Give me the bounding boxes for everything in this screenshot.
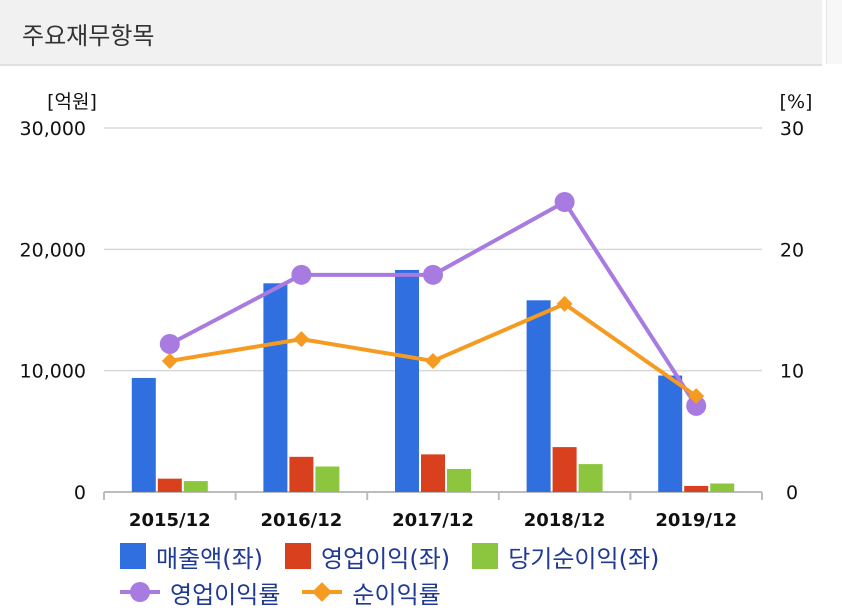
chart-legend: 매출액(좌) 영업이익(좌) 당기순이익(좌) 영업이익률 순이익률 — [120, 538, 820, 610]
series-line-3 — [168, 200, 698, 407]
x-tick-label-3: 2018/12 — [524, 510, 606, 531]
bar-s1-3 — [552, 447, 577, 492]
left-tick-label-2: 20,000 — [20, 239, 86, 261]
bar-s2-3 — [578, 464, 603, 492]
legend-row-bars: 매출액(좌) 영업이익(좌) 당기순이익(좌) — [120, 538, 820, 574]
left-tick-label-3: 30,000 — [20, 118, 86, 140]
bar-s1-0 — [157, 478, 182, 492]
bar-s0-2 — [395, 269, 419, 492]
left-tick-label-0: 0 — [74, 482, 86, 504]
section-title: 주요재무항목 — [22, 22, 155, 50]
bar-s2-4 — [710, 483, 735, 492]
legend-swatch-net-margin — [302, 579, 343, 605]
bar-s1-1 — [289, 456, 314, 492]
legend-item-operating-profit[interactable]: 영업이익(좌) — [285, 539, 450, 574]
x-tick-label-1: 2016/12 — [261, 510, 343, 531]
legend-swatch-operating-margin — [120, 579, 160, 605]
legend-swatch-net-income — [472, 543, 499, 569]
left-tick-label-1: 10,000 — [20, 361, 86, 383]
bar-s2-0 — [183, 481, 208, 492]
legend-item-revenue[interactable]: 매출액(좌) — [120, 539, 263, 574]
bar-s0-4 — [658, 375, 683, 492]
bar-s2-2 — [447, 468, 471, 492]
point-s3-0 — [159, 333, 180, 354]
legend-label-revenue: 매출액(좌) — [156, 544, 264, 573]
bar-s2-1 — [315, 466, 340, 492]
side-panel-edge — [826, 0, 842, 64]
legend-swatch-operating-profit — [285, 543, 312, 569]
point-s4-1 — [293, 331, 310, 348]
legend-label-net-income: 당기순이익(좌) — [508, 544, 660, 573]
right-axis-unit-label: [%] — [780, 91, 813, 113]
point-s4-2 — [425, 352, 441, 369]
point-s3-1 — [291, 264, 312, 285]
right-tick-label-1: 10 — [780, 361, 804, 383]
x-tick-label-2: 2017/12 — [392, 510, 474, 531]
right-tick-label-0: 0 — [786, 482, 798, 504]
bar-s1-2 — [421, 454, 445, 492]
legend-label-net-margin: 순이익률 — [352, 580, 441, 609]
legend-label-operating-margin: 영업이익률 — [170, 580, 281, 609]
series-line-4 — [169, 301, 698, 398]
legend-label-operating-profit: 영업이익(좌) — [321, 544, 451, 573]
bar-s1-4 — [684, 485, 709, 492]
bar-s0-3 — [526, 300, 551, 492]
left-axis-unit-label: [억원] — [47, 91, 97, 113]
x-tick-label-4: 2019/12 — [655, 510, 737, 531]
point-s4-0 — [161, 352, 178, 369]
point-s3-4 — [686, 395, 707, 416]
legend-item-net-margin[interactable]: 순이익률 — [302, 575, 441, 610]
legend-row-lines: 영업이익률 순이익률 — [120, 574, 820, 610]
point-s4-3 — [556, 295, 573, 312]
x-tick-label-0: 2015/12 — [129, 510, 211, 531]
legend-item-operating-margin[interactable]: 영업이익률 — [120, 575, 280, 610]
section-header: 주요재무항목 — [0, 0, 822, 66]
legend-swatch-revenue — [120, 543, 146, 569]
bar-s0-1 — [263, 283, 288, 492]
legend-item-net-income[interactable]: 당기순이익(좌) — [472, 539, 659, 574]
right-tick-label-3: 30 — [780, 118, 804, 140]
bar-s0-0 — [131, 377, 156, 492]
financial-chart: 0 10,000 20,000 30,000 0 10 20 30 [억원] [%] 2015/12… — [20, 91, 813, 531]
right-tick-label-2: 20 — [780, 239, 804, 261]
point-s4-4 — [688, 388, 705, 405]
point-s3-2 — [423, 264, 443, 285]
point-s3-3 — [554, 192, 575, 213]
